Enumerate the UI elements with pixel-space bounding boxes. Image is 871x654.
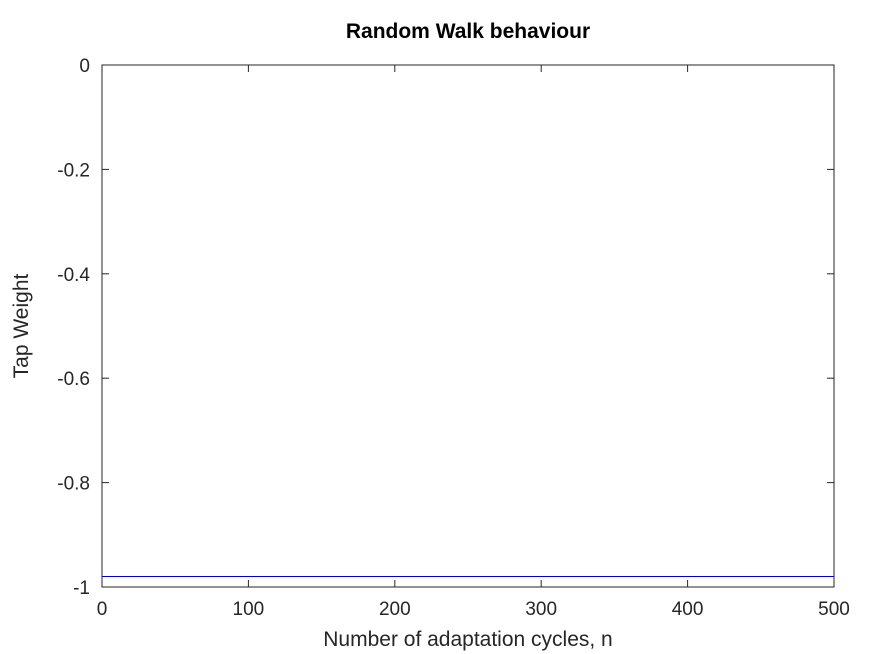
x-tick-label: 0: [97, 599, 108, 620]
x-tick-label: 100: [233, 599, 265, 620]
x-tick-label: 300: [525, 599, 557, 620]
plot-area: [101, 64, 835, 588]
x-tick-label: 500: [818, 599, 850, 620]
y-tick-label: -1: [73, 578, 90, 599]
y-tick-label: -0.8: [57, 474, 90, 495]
y-axis: 0 -0.2 -0.4 -0.6 -0.8 -1: [57, 56, 834, 599]
x-tick-label: 400: [672, 599, 704, 620]
y-tick-label: -0.2: [57, 160, 90, 181]
y-tick-label: 0: [79, 56, 90, 77]
y-tick-label: -0.6: [57, 369, 90, 390]
chart-title: Random Walk behaviour: [346, 20, 590, 43]
y-tick-label: -0.4: [57, 265, 90, 286]
x-tick-label: 200: [379, 599, 411, 620]
x-axis-label: Number of adaptation cycles, n: [323, 628, 613, 651]
y-axis-label: Tap Weight: [10, 273, 33, 378]
x-axis: 0 100 200 300 400 500: [97, 65, 850, 620]
